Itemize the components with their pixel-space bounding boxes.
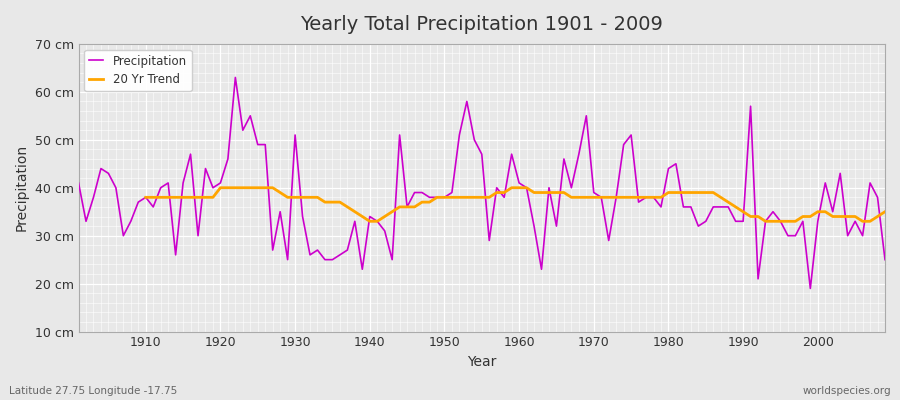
Line: Precipitation: Precipitation [78, 78, 885, 288]
X-axis label: Year: Year [467, 355, 497, 369]
20 Yr Trend [364, 219, 375, 224]
20 Yr Trend [596, 195, 607, 200]
Precipitation [521, 185, 532, 190]
Precipitation [133, 200, 144, 204]
Precipitation [611, 195, 622, 200]
Legend: Precipitation, 20 Yr Trend: Precipitation, 20 Yr Trend [85, 50, 192, 91]
20 Yr Trend [835, 214, 846, 219]
Precipitation [304, 252, 315, 257]
20 Yr Trend [879, 209, 890, 214]
20 Yr Trend [320, 200, 330, 204]
20 Yr Trend [215, 185, 226, 190]
Precipitation [879, 257, 890, 262]
20 Yr Trend [140, 195, 151, 200]
Precipitation [514, 180, 525, 185]
Line: 20 Yr Trend: 20 Yr Trend [146, 188, 885, 221]
Precipitation [805, 286, 815, 291]
20 Yr Trend [536, 190, 547, 195]
Precipitation [230, 75, 241, 80]
Precipitation [349, 219, 360, 224]
20 Yr Trend [290, 195, 301, 200]
Title: Yearly Total Precipitation 1901 - 2009: Yearly Total Precipitation 1901 - 2009 [301, 15, 663, 34]
Y-axis label: Precipitation: Precipitation [15, 144, 29, 231]
Text: worldspecies.org: worldspecies.org [803, 386, 891, 396]
Text: Latitude 27.75 Longitude -17.75: Latitude 27.75 Longitude -17.75 [9, 386, 177, 396]
20 Yr Trend [857, 219, 868, 224]
Precipitation [73, 180, 84, 185]
